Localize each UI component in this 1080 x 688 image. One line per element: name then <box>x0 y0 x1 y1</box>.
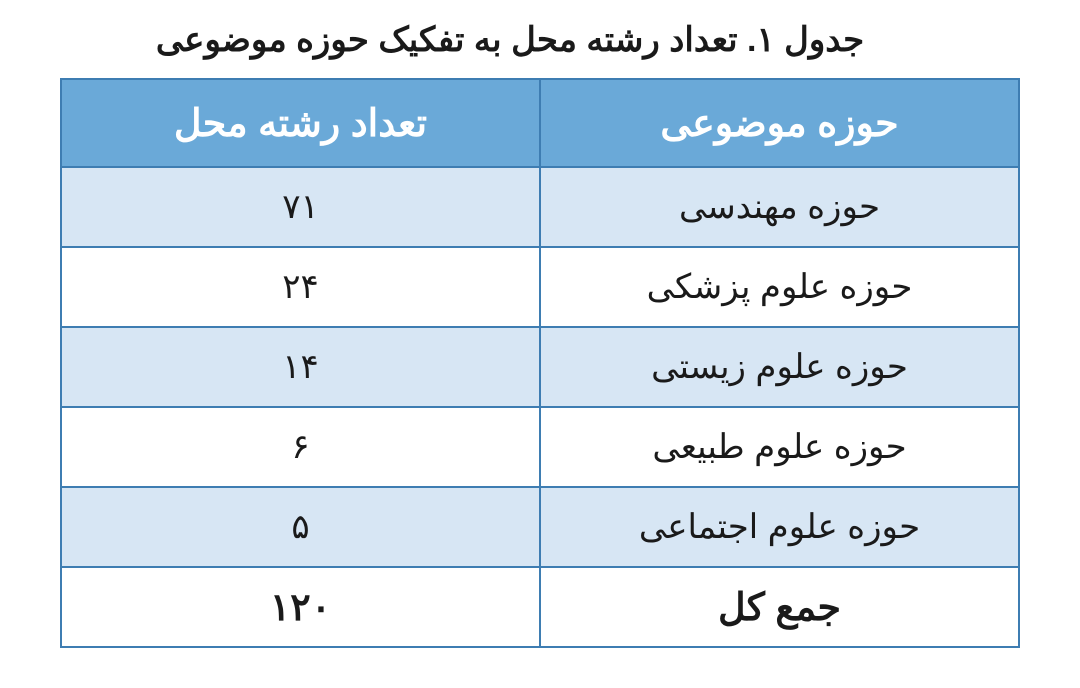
col-header-count: تعداد رشته محل <box>61 79 540 167</box>
table-total-row: جمع کل ۱۲۰ <box>61 567 1019 647</box>
cell-subject: حوزه علوم اجتماعی <box>540 487 1019 567</box>
cell-total-value: ۱۲۰ <box>61 567 540 647</box>
cell-count: ۵ <box>61 487 540 567</box>
cell-count: ۷۱ <box>61 167 540 247</box>
col-header-subject: حوزه موضوعی <box>540 79 1019 167</box>
cell-subject: حوزه مهندسی <box>540 167 1019 247</box>
table-row: حوزه علوم پزشکی ۲۴ <box>61 247 1019 327</box>
cell-subject: حوزه علوم طبیعی <box>540 407 1019 487</box>
cell-subject: حوزه علوم پزشکی <box>540 247 1019 327</box>
table-header-row: حوزه موضوعی تعداد رشته محل <box>61 79 1019 167</box>
table-row: حوزه علوم طبیعی ۶ <box>61 407 1019 487</box>
cell-count: ۲۴ <box>61 247 540 327</box>
table-row: حوزه علوم زیستی ۱۴ <box>61 327 1019 407</box>
cell-subject: حوزه علوم زیستی <box>540 327 1019 407</box>
table-row: حوزه مهندسی ۷۱ <box>61 167 1019 247</box>
table-row: حوزه علوم اجتماعی ۵ <box>61 487 1019 567</box>
table-caption: جدول ۱. تعداد رشته محل به تفکیک حوزه موض… <box>60 20 1020 60</box>
data-table: حوزه موضوعی تعداد رشته محل حوزه مهندسی ۷… <box>60 78 1020 648</box>
cell-count: ۶ <box>61 407 540 487</box>
cell-count: ۱۴ <box>61 327 540 407</box>
cell-total-label: جمع کل <box>540 567 1019 647</box>
table-figure: جدول ۱. تعداد رشته محل به تفکیک حوزه موض… <box>0 0 1080 688</box>
